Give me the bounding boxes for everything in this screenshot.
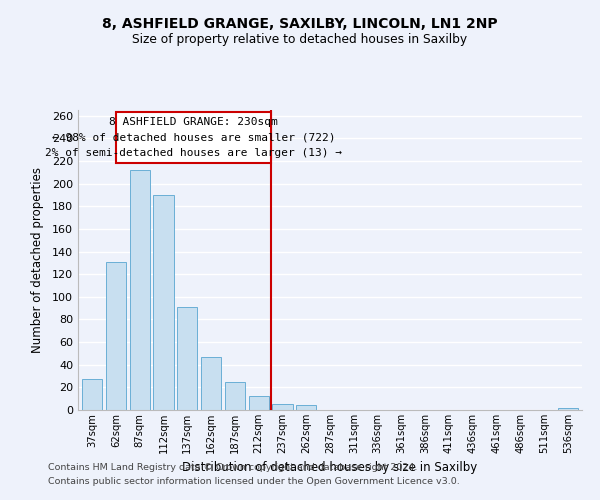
Bar [225, 382, 245, 410]
Bar [130, 170, 150, 410]
Text: Contains HM Land Registry data © Crown copyright and database right 2024.: Contains HM Land Registry data © Crown c… [48, 464, 418, 472]
X-axis label: Distribution of detached houses by size in Saxilby: Distribution of detached houses by size … [182, 462, 478, 474]
Bar [272, 404, 293, 410]
Text: Contains public sector information licensed under the Open Government Licence v3: Contains public sector information licen… [48, 477, 460, 486]
Text: 8, ASHFIELD GRANGE, SAXILBY, LINCOLN, LN1 2NP: 8, ASHFIELD GRANGE, SAXILBY, LINCOLN, LN… [102, 18, 498, 32]
Bar [557, 408, 578, 410]
Y-axis label: Number of detached properties: Number of detached properties [31, 167, 44, 353]
Bar [201, 357, 221, 410]
Text: Size of property relative to detached houses in Saxilby: Size of property relative to detached ho… [133, 32, 467, 46]
Bar [248, 396, 269, 410]
Bar [82, 380, 103, 410]
Bar [106, 262, 126, 410]
Bar [154, 195, 173, 410]
Bar [296, 406, 316, 410]
FancyBboxPatch shape [116, 112, 271, 163]
Bar [177, 307, 197, 410]
Text: 8 ASHFIELD GRANGE: 230sqm
← 98% of detached houses are smaller (722)
2% of semi-: 8 ASHFIELD GRANGE: 230sqm ← 98% of detac… [45, 117, 342, 158]
